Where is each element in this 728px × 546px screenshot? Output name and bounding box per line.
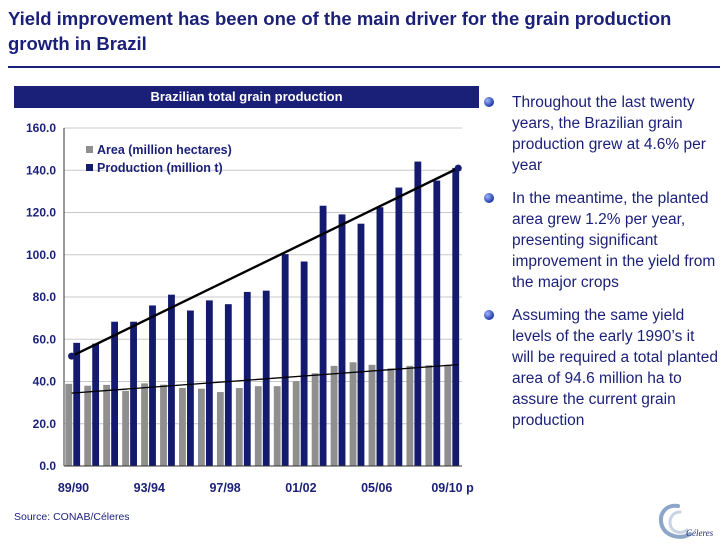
bullet-sphere-icon [484, 310, 494, 320]
bar-production [452, 167, 460, 466]
bullet-text: Assuming the same yield levels of the ea… [512, 307, 718, 429]
celeres-logo: Céleres [659, 503, 714, 539]
bar-area [330, 365, 338, 466]
bar-area [349, 362, 357, 466]
bar-area [425, 365, 433, 466]
bar-production [281, 254, 289, 466]
y-tick-label: 120.0 [26, 206, 56, 220]
y-tick-label: 20.0 [33, 417, 57, 431]
bar-production [149, 305, 156, 466]
x-tick-label: 89/90 [58, 481, 89, 495]
bullet-text: In the meantime, the planted area grew 1… [512, 190, 716, 291]
bar-area [65, 383, 73, 466]
y-tick-label: 140.0 [26, 163, 56, 177]
bullet-list: Throughout the last twenty years, the Br… [484, 92, 720, 443]
y-tick-label: 160.0 [26, 121, 56, 135]
trendlines [68, 164, 462, 394]
y-tick-label: 0.0 [39, 459, 56, 473]
bar-area [387, 368, 395, 466]
y-tick-label: 100.0 [26, 248, 56, 262]
bar-area [444, 364, 452, 466]
bar-production [111, 321, 119, 466]
legend-label: Production (million t) [97, 161, 223, 175]
bar-area [122, 390, 130, 466]
bar-area [368, 364, 376, 466]
bullet-text: Throughout the last twenty years, the Br… [512, 94, 706, 174]
bar-production [224, 304, 232, 466]
y-tick-label: 40.0 [33, 375, 57, 389]
grain-production-chart: 0.0 20.0 40.0 60.0 80.0 100.0 120.0 140.0 160.0 8… [26, 121, 474, 495]
trendline [71, 363, 459, 394]
x-tick-label: 09/10 p [431, 481, 474, 495]
bullet-sphere-icon [484, 193, 494, 203]
x-tick-label: 93/94 [134, 481, 165, 495]
bar-area [311, 373, 319, 466]
bar-production [395, 187, 403, 466]
bar-production [319, 205, 327, 466]
bars [65, 161, 460, 466]
legend-label: Area (million hectares) [97, 143, 232, 157]
y-tick-label: 60.0 [33, 332, 57, 346]
bar-area [235, 388, 243, 466]
chart-legend: Area (million hectares) Production (milli… [86, 143, 232, 175]
logo-text: Céleres [686, 528, 714, 538]
y-tick-label: 80.0 [33, 290, 57, 304]
bar-area [160, 384, 167, 466]
legend-swatch [86, 146, 93, 153]
bar-area [216, 392, 224, 466]
bar-production [92, 343, 100, 466]
bar-area [406, 365, 414, 466]
bar-production [433, 180, 441, 466]
bar-area [197, 388, 205, 466]
trend-marker [454, 164, 462, 172]
bar-production [300, 261, 308, 466]
title-divider [8, 66, 720, 68]
chart-title: Brazilian total grain production [14, 86, 479, 108]
bar-area [292, 381, 300, 466]
bar-area [84, 385, 92, 466]
x-tick-label: 97/98 [209, 481, 240, 495]
source-note: Source: CONAB/Céleres [14, 511, 130, 523]
bar-production [187, 310, 194, 466]
bar-production [243, 291, 251, 466]
bar-area [273, 386, 281, 466]
bar-area [141, 383, 148, 466]
x-tick-label: 01/02 [285, 481, 316, 495]
axes: 0.0 20.0 40.0 60.0 80.0 100.0 120.0 140.0 160.0 8… [26, 121, 474, 495]
bar-area [103, 384, 111, 466]
bullet-item: In the meantime, the planted area grew 1… [484, 188, 720, 293]
bullet-item: Throughout the last twenty years, the Br… [484, 92, 720, 176]
legend-swatch [86, 164, 93, 171]
bar-production [376, 207, 384, 466]
bar-production [73, 342, 81, 466]
bar-area [254, 386, 262, 466]
bullet-sphere-icon [484, 97, 494, 107]
bar-production [338, 214, 346, 466]
bar-production [168, 294, 175, 466]
trendline [71, 167, 459, 358]
bar-production [357, 223, 365, 466]
bullet-item: Assuming the same yield levels of the ea… [484, 305, 720, 431]
bar-production [414, 161, 422, 466]
slide-title: Yield improvement has been one of the ma… [8, 8, 672, 54]
trend-marker [68, 352, 76, 360]
bar-area [179, 387, 186, 466]
x-tick-label: 05/06 [361, 481, 392, 495]
bar-production [130, 321, 137, 466]
